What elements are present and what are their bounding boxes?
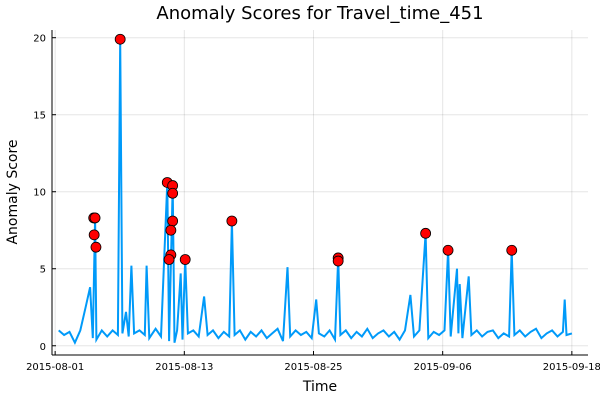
anomaly-point bbox=[179, 254, 191, 265]
y-tick-label: 10 bbox=[33, 188, 46, 199]
anomaly-point bbox=[420, 227, 432, 239]
anomaly-point bbox=[163, 254, 175, 265]
anomaly-point bbox=[90, 241, 102, 253]
anomaly-point bbox=[167, 187, 179, 199]
anomaly-point bbox=[226, 215, 238, 227]
x-tick-label: 2015-09-18 bbox=[543, 362, 600, 373]
anomaly-point bbox=[167, 215, 179, 227]
anomaly-point bbox=[88, 229, 100, 241]
y-tick-label: 15 bbox=[33, 111, 46, 122]
anomaly-point bbox=[165, 224, 177, 236]
anomaly-point bbox=[442, 244, 454, 256]
y-tick-label: 5 bbox=[40, 265, 46, 276]
y-tick-label: 20 bbox=[33, 34, 46, 45]
x-axis-label: Time bbox=[302, 379, 337, 395]
y-tick-label: 0 bbox=[40, 342, 46, 353]
chart-title: Anomaly Scores for Travel_time_451 bbox=[156, 3, 483, 24]
x-tick-label: 2015-08-01 bbox=[26, 362, 84, 373]
anomaly-point bbox=[114, 33, 126, 45]
y-axis-label: Anomaly Score bbox=[5, 139, 21, 244]
anomaly-point bbox=[89, 212, 101, 224]
x-tick-label: 2015-09-06 bbox=[414, 362, 472, 373]
anomaly-point bbox=[506, 244, 518, 256]
data-line bbox=[58, 39, 573, 346]
x-tick-label: 2015-08-25 bbox=[284, 362, 342, 373]
anomaly-point bbox=[332, 255, 344, 267]
x-tick-label: 2015-08-13 bbox=[155, 362, 213, 373]
